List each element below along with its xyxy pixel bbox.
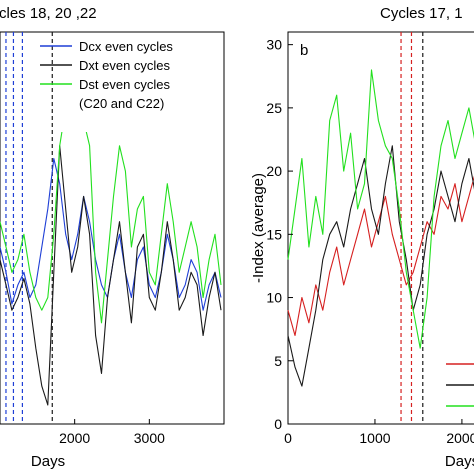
panel-b-title: Cycles 17, 1: [380, 5, 463, 22]
panel-b-x-tick-label-0: 0: [284, 430, 292, 446]
panel-b-label: b: [300, 42, 308, 59]
panel-b-x-tick-label-2: 2000: [446, 430, 474, 446]
legend-label-dxt: Dxt even cycles: [79, 58, 171, 73]
panel-a-plot-frame: [0, 31, 225, 425]
panel-b-legend: [446, 363, 474, 407]
panel-b-y-tick-label-3: 15: [266, 226, 282, 242]
panel-a-vlines: [5, 32, 53, 424]
panel-b-y-ticks: 0 5 10 15 20 25 30: [266, 37, 293, 432]
panel-b-series-line-1: [287, 145, 474, 387]
panel-b-vlines: [400, 32, 424, 424]
panel-a-series-line-2: [0, 94, 222, 324]
panel-a-series-line-1: [0, 145, 222, 406]
panel-a-legend-box: [60, 34, 222, 132]
panel-a-series: [0, 94, 222, 406]
legend-label-dst-note: (C20 and C22): [79, 96, 164, 111]
panel-b-y-tick-label-6: 30: [266, 37, 282, 53]
panel-a-x-axis-label: Days: [31, 453, 65, 470]
panel-b-series-line-0: [287, 175, 474, 337]
panel-b: Cycles 17, 1 0 5 10 15 20 25 30 0 1000 2000 -Ind…: [250, 5, 474, 470]
panel-b-series-line-2: [287, 69, 474, 349]
panel-b-y-tick-label-1: 5: [274, 353, 282, 369]
panel-b-plot-frame: [287, 31, 474, 425]
panel-b-y-tick-label-4: 20: [266, 163, 282, 179]
panel-b-x-ticks: 0 1000 2000: [284, 419, 474, 446]
legend-label-dcx: Dcx even cycles: [79, 39, 173, 54]
panel-a-x-tick-label-1: 3000: [134, 430, 165, 446]
panel-a-legend: Dcx even cycles Dxt even cycles Dst even…: [40, 34, 222, 132]
panel-b-y-tick-label-0: 0: [274, 416, 282, 432]
panel-b-x-axis-label: Days: [445, 453, 474, 470]
legend-label-dst: Dst even cycles: [79, 77, 171, 92]
panel-a-x-ticks: 2000 3000: [59, 419, 165, 446]
panel-b-x-tick-label-1: 1000: [359, 430, 390, 446]
panel-b-y-tick-label-5: 25: [266, 100, 282, 116]
panel-a-title: rcles 18, 20 ,22: [0, 5, 97, 22]
panel-a-x-tick-label-0: 2000: [59, 430, 90, 446]
panel-b-series: [287, 69, 474, 387]
panel-b-y-tick-label-2: 10: [266, 290, 282, 306]
panel-b-y-axis-label: -Index (average): [250, 173, 267, 283]
panel-a: rcles 18, 20 ,22 2000 3000 Days Dcx even …: [0, 5, 225, 470]
